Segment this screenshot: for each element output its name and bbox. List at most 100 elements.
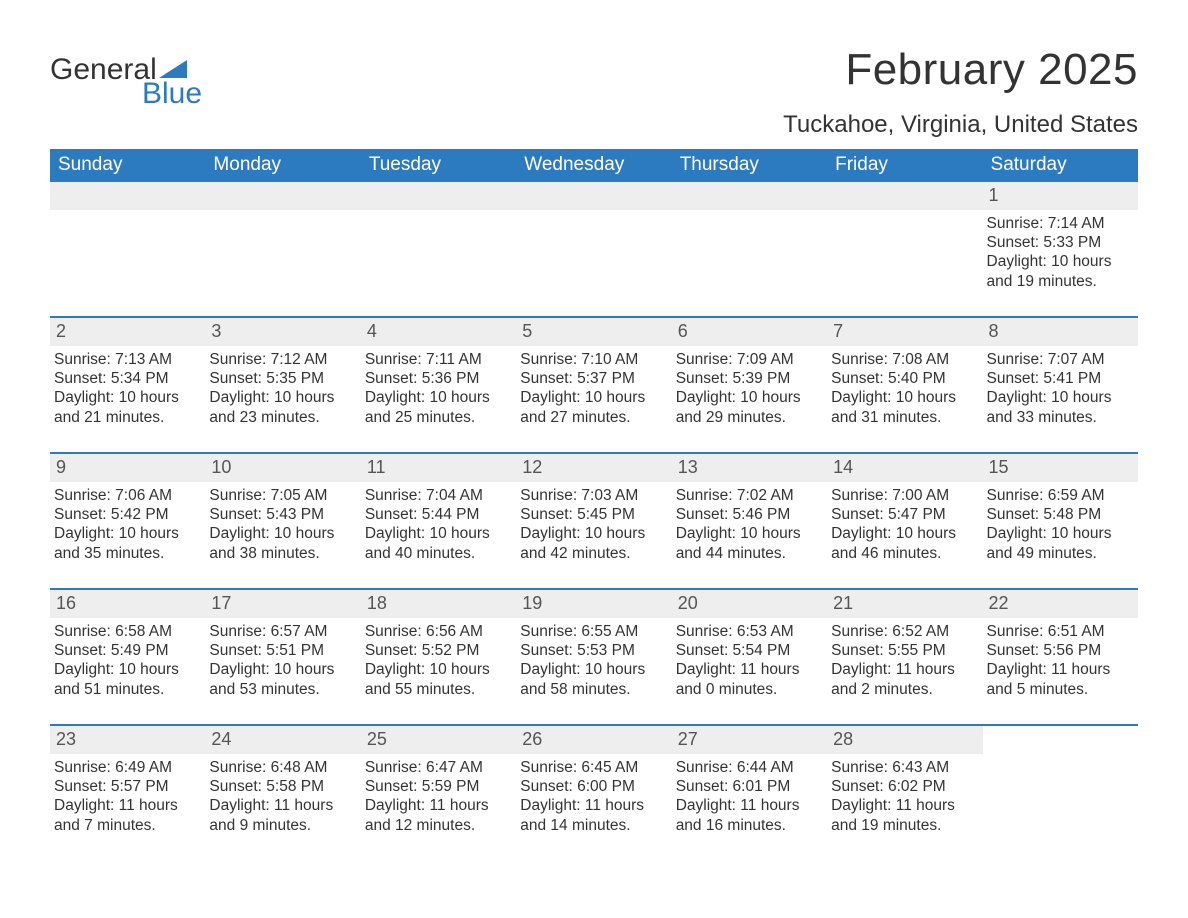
day-cell: 17 Sunrise: 6:57 AMSunset: 5:51 PMDayligh…: [205, 590, 360, 708]
sunset-line: Sunset: 5:47 PM: [831, 505, 978, 524]
day-number: 22: [983, 590, 1138, 618]
day-number: 10: [205, 454, 360, 482]
sunrise-line: Sunrise: 7:06 AM: [54, 486, 201, 505]
dl2-line: and 25 minutes.: [365, 408, 512, 427]
dl2-line: and 31 minutes.: [831, 408, 978, 427]
day-details: Sunrise: 6:57 AMSunset: 5:51 PMDaylight:…: [209, 622, 356, 700]
sunset-line: Sunset: 5:40 PM: [831, 369, 978, 388]
sunrise-line: Sunrise: 7:13 AM: [54, 350, 201, 369]
sunset-line: Sunset: 5:39 PM: [676, 369, 823, 388]
day-cell: 19Sunrise: 6:55 AMSunset: 5:53 PMDayligh…: [516, 590, 671, 708]
day-number: .: [827, 182, 982, 210]
sunset-line: Sunset: 5:58 PM: [209, 777, 356, 796]
dl2-line: and 46 minutes.: [831, 544, 978, 563]
sunrise-line: Sunrise: 6:53 AM: [676, 622, 823, 641]
dl1-line: Daylight: 10 hours: [676, 524, 823, 543]
dl2-line: and 9 minutes.: [209, 816, 356, 835]
day-number: 27: [672, 726, 827, 754]
dl2-line: and 21 minutes.: [54, 408, 201, 427]
day-number: 11: [361, 454, 516, 482]
dl2-line: and 19 minutes.: [987, 272, 1134, 291]
sunrise-line: Sunrise: 6:45 AM: [520, 758, 667, 777]
dl2-line: and 42 minutes.: [520, 544, 667, 563]
dl1-line: Daylight: 11 hours: [54, 796, 201, 815]
day-details: Sunrise: 6:55 AMSunset: 5:53 PMDaylight:…: [520, 622, 667, 700]
dl1-line: Daylight: 10 hours: [676, 388, 823, 407]
day-details: Sunrise: 7:00 AMSunset: 5:47 PMDaylight:…: [831, 486, 978, 564]
day-details: Sunrise: 6:53 AMSunset: 5:54 PMDaylight:…: [676, 622, 823, 700]
sunset-line: Sunset: 5:51 PM: [209, 641, 356, 660]
empty-cell: .: [516, 182, 671, 300]
day-details: Sunrise: 7:04 AMSunset: 5:44 PMDaylight:…: [365, 486, 512, 564]
day-details: Sunrise: 7:11 AMSunset: 5:36 PMDaylight:…: [365, 350, 512, 428]
day-details: Sunrise: 6:56 AMSunset: 5:52 PMDaylight:…: [365, 622, 512, 700]
day-details: Sunrise: 7:14 AMSunset: 5:33 PMDaylight:…: [987, 214, 1134, 292]
day-cell: 5Sunrise: 7:10 AMSunset: 5:37 PMDaylight…: [516, 318, 671, 436]
dl2-line: and 44 minutes.: [676, 544, 823, 563]
dl1-line: Daylight: 11 hours: [209, 796, 356, 815]
dl2-line: and 5 minutes.: [987, 680, 1134, 699]
sunset-line: Sunset: 5:35 PM: [209, 369, 356, 388]
dl1-line: Daylight: 10 hours: [365, 388, 512, 407]
sunset-line: Sunset: 5:44 PM: [365, 505, 512, 524]
day-cell: 7Sunrise: 7:08 AMSunset: 5:40 PMDaylight…: [827, 318, 982, 436]
day-cell: 16Sunrise: 6:58 AMSunset: 5:49 PMDayligh…: [50, 590, 205, 708]
day-cell: 27Sunrise: 6:44 AMSunset: 6:01 PMDayligh…: [672, 726, 827, 844]
weeks-container: ......1Sunrise: 7:14 AMSunset: 5:33 PMDa…: [50, 182, 1138, 844]
sunset-line: Sunset: 5:45 PM: [520, 505, 667, 524]
day-cell: 23Sunrise: 6:49 AMSunset: 5:57 PMDayligh…: [50, 726, 205, 844]
day-number: 5: [516, 318, 671, 346]
sunset-line: Sunset: 6:00 PM: [520, 777, 667, 796]
dl1-line: Daylight: 10 hours: [987, 524, 1134, 543]
day-number: 20: [672, 590, 827, 618]
empty-cell: .: [361, 182, 516, 300]
day-number: 25: [361, 726, 516, 754]
day-header-row: SundayMondayTuesdayWednesdayThursdayFrid…: [50, 149, 1138, 182]
day-details: Sunrise: 6:51 AMSunset: 5:56 PMDaylight:…: [987, 622, 1134, 700]
dl1-line: Daylight: 10 hours: [54, 660, 201, 679]
day-header: Sunday: [50, 149, 205, 182]
day-number: 2: [50, 318, 205, 346]
day-number: 14: [827, 454, 982, 482]
day-number: 6: [672, 318, 827, 346]
dl1-line: Daylight: 10 hours: [365, 660, 512, 679]
sunrise-line: Sunrise: 7:04 AM: [365, 486, 512, 505]
sunset-line: Sunset: 5:37 PM: [520, 369, 667, 388]
empty-cell: .: [672, 182, 827, 300]
day-details: Sunrise: 7:05 AMSunset: 5:43 PMDaylight:…: [209, 486, 356, 564]
day-cell: 1 Sunrise: 7:14 AMSunset: 5:33 PMDaylight…: [983, 182, 1138, 300]
sunset-line: Sunset: 5:43 PM: [209, 505, 356, 524]
day-number: 23: [50, 726, 205, 754]
day-details: Sunrise: 7:02 AMSunset: 5:46 PMDaylight:…: [676, 486, 823, 564]
day-number: 24: [205, 726, 360, 754]
day-number: 1: [983, 182, 1138, 210]
dl2-line: and 49 minutes.: [987, 544, 1134, 563]
day-cell: 8Sunrise: 7:07 AMSunset: 5:41 PMDaylight…: [983, 318, 1138, 436]
day-number: 16: [50, 590, 205, 618]
empty-cell: .: [827, 182, 982, 300]
day-number: 3: [205, 318, 360, 346]
dl1-line: Daylight: 10 hours: [209, 660, 356, 679]
day-number: 17: [205, 590, 360, 618]
dl2-line: and 38 minutes.: [209, 544, 356, 563]
day-number: .: [361, 182, 516, 210]
sunrise-line: Sunrise: 7:14 AM: [987, 214, 1134, 233]
day-cell: 26Sunrise: 6:45 AMSunset: 6:00 PMDayligh…: [516, 726, 671, 844]
calendar: SundayMondayTuesdayWednesdayThursdayFrid…: [50, 149, 1138, 844]
day-number: 7: [827, 318, 982, 346]
sunset-line: Sunset: 5:48 PM: [987, 505, 1134, 524]
day-details: Sunrise: 6:43 AMSunset: 6:02 PMDaylight:…: [831, 758, 978, 836]
dl1-line: Daylight: 10 hours: [365, 524, 512, 543]
sunset-line: Sunset: 5:52 PM: [365, 641, 512, 660]
day-cell: 2Sunrise: 7:13 AMSunset: 5:34 PMDaylight…: [50, 318, 205, 436]
dl2-line: and 19 minutes.: [831, 816, 978, 835]
dl2-line: and 2 minutes.: [831, 680, 978, 699]
day-number: .: [205, 182, 360, 210]
day-number: 15: [983, 454, 1138, 482]
sunrise-line: Sunrise: 6:48 AM: [209, 758, 356, 777]
day-cell: 14 Sunrise: 7:00 AMSunset: 5:47 PMDayligh…: [827, 454, 982, 572]
dl2-line: and 55 minutes.: [365, 680, 512, 699]
dl2-line: and 16 minutes.: [676, 816, 823, 835]
sunrise-line: Sunrise: 6:51 AM: [987, 622, 1134, 641]
day-header: Saturday: [983, 149, 1138, 182]
